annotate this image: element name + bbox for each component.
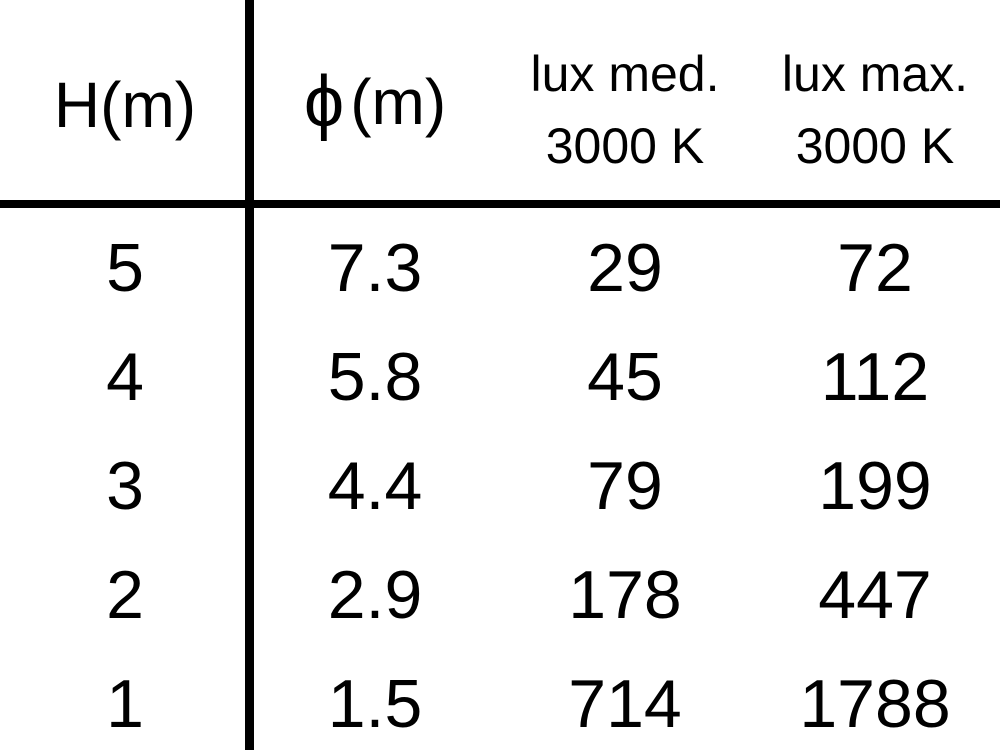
column-header-label: H(m) xyxy=(53,69,197,141)
cell-diameter: 7.3 xyxy=(327,229,423,306)
cell-diameter: 2.9 xyxy=(327,557,423,634)
cell-lux-max: 447 xyxy=(818,557,932,634)
cell-diameter: 5.8 xyxy=(327,338,423,415)
cell-lux-max: 72 xyxy=(837,229,913,306)
column-header-label: (m) xyxy=(350,66,447,138)
cell-lux-med: 45 xyxy=(587,338,663,415)
cell-lux-med: 178 xyxy=(568,557,682,634)
header-cell-lux-max: lux max. 3000 K xyxy=(750,0,1000,204)
cell-height: 4 xyxy=(106,338,144,415)
cell-lux-max: 1788 xyxy=(799,666,951,743)
column-header-label: lux max. xyxy=(781,46,969,102)
cell-diameter: 1.5 xyxy=(327,666,423,743)
column-header-sublabel: 3000 K xyxy=(545,118,705,174)
cell-lux-med: 79 xyxy=(587,447,663,524)
column-header-sublabel: 3000 K xyxy=(795,118,955,174)
cell-height: 3 xyxy=(106,447,144,524)
cell-lux-max: 199 xyxy=(818,447,932,524)
cell-diameter: 4.4 xyxy=(327,447,423,524)
cell-lux-med: 714 xyxy=(568,666,682,743)
column-header-label: lux med. xyxy=(530,46,720,102)
cell-height: 5 xyxy=(106,229,144,306)
header-cell-height: H(m) xyxy=(0,0,250,204)
cell-lux-max: 112 xyxy=(820,338,930,415)
header-cell-diameter: ϕ (m) xyxy=(303,62,447,142)
header-divider-line xyxy=(0,200,1000,208)
header-cell-lux-med: lux med. 3000 K xyxy=(500,0,750,204)
cell-height: 2 xyxy=(106,557,144,634)
cell-lux-med: 29 xyxy=(587,229,663,306)
cell-height: 1 xyxy=(106,666,144,743)
column-divider-line xyxy=(245,0,254,750)
